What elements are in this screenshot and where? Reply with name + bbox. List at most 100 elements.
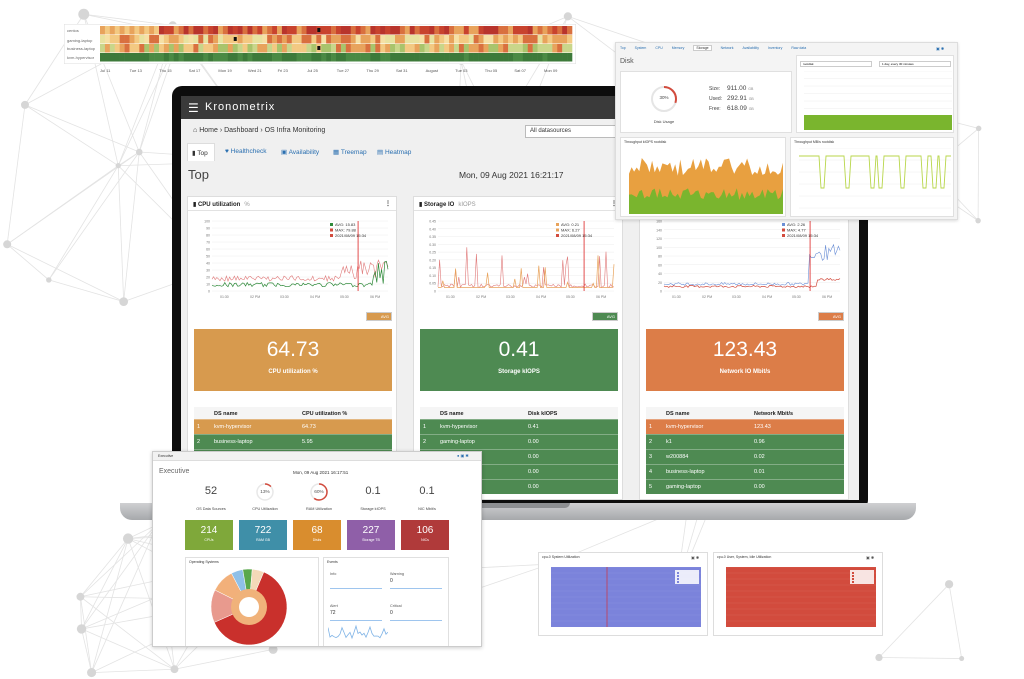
x-tick-label: 06 PM	[596, 295, 606, 299]
disk-stats: Size: 911.00 GB Used: 292.91 GB Free: 618.0…	[709, 85, 754, 112]
breadcrumb-home[interactable]: Home	[199, 127, 218, 134]
row-ds-name: gaming-laptop	[440, 439, 475, 445]
table-row[interactable]: 1 kvm-hypervisor 123.43	[646, 419, 844, 434]
panel-controls-icon[interactable]: ▣ ✱	[866, 555, 875, 560]
column-header-name: DS name	[440, 411, 464, 417]
cpu-user-system-panel: cpu-0 User, System, Idle Utilization ▣ ✱	[713, 552, 883, 636]
y-tick-label: 20	[658, 281, 662, 285]
disk-usage-value: 30%	[659, 95, 669, 100]
throughput-iops-title: Throughput kIOPS rootdisk	[624, 140, 667, 144]
disk-tab-cpu[interactable]: CPU	[655, 46, 663, 50]
event-label: Alert	[330, 604, 338, 608]
timeseries-svg: 160 140 120 100 80 60 40 20 0 01:30 02 PM 03:30 04 P…	[656, 220, 841, 299]
heatmap-x-tick: Jul 25	[307, 68, 318, 73]
disk-tab-storage[interactable]: Storage	[693, 45, 712, 51]
interval-select[interactable]: 1 day, every 30 minutes	[879, 61, 951, 67]
legend-entry: 2021/08/09 15:34	[335, 233, 367, 238]
disk-tab-availability[interactable]: Availability	[742, 46, 759, 50]
breadcrumb-dashboard[interactable]: Dashboard	[224, 127, 259, 134]
inventory-value: 106	[416, 525, 434, 536]
inventory-label: RAM GB	[256, 538, 270, 542]
y-tick-label: 60	[658, 263, 662, 267]
legend-entry: MAX: 79.88	[335, 228, 357, 233]
home-icon: ⌂	[193, 127, 200, 134]
legend-swatch	[782, 223, 785, 226]
avg-toggle[interactable]: AVG	[818, 312, 844, 321]
x-tick-label: 01:30	[446, 295, 455, 299]
legend-swatch	[330, 234, 333, 237]
heatmap-x-tick: Tue 03	[455, 68, 468, 73]
x-tick-label: 02 PM	[476, 295, 486, 299]
inventory-label: CPUs	[204, 538, 214, 542]
tab-treemap[interactable]: ▦ Treemap	[333, 149, 367, 156]
inventory-tile: 214 CPUs	[185, 520, 233, 550]
panel-menu-icon[interactable]: ⋮	[611, 201, 617, 207]
cpu-user-system-chart	[726, 566, 876, 627]
executive-title: Executive	[159, 468, 190, 475]
disk-tab-raw-data[interactable]: Raw data	[791, 46, 807, 50]
panel-menu-icon[interactable]: ⋮	[385, 201, 391, 207]
window-controls-icon[interactable]: ▣ ✱	[936, 46, 945, 51]
kpi-value: 123.43	[712, 338, 778, 361]
panel-controls-icon[interactable]: ▣ ✱	[691, 555, 700, 560]
avg-toggle[interactable]: AVG	[592, 312, 618, 321]
disk-tab-network[interactable]: Network	[720, 46, 734, 50]
event-baseline	[390, 620, 442, 621]
tab-executive[interactable]: Executive	[158, 454, 174, 458]
disk-tab-top[interactable]: Top	[620, 46, 626, 50]
tab-availability[interactable]: ▣ Availability	[281, 149, 320, 156]
inventory-value: 722	[254, 525, 272, 536]
window-controls-icon[interactable]: ● ▣ ✱	[457, 453, 469, 458]
table-row[interactable]: 5 gaming-laptop 0.00	[646, 479, 844, 494]
legend-swatch	[330, 228, 333, 232]
x-tick-label: 02 PM	[250, 295, 260, 299]
row-ds-name: kvm-hypervisor	[214, 424, 252, 430]
disk-tab-memory[interactable]: Memory	[671, 46, 685, 50]
table-row[interactable]: 1 kvm-hypervisor 0.41	[420, 419, 618, 434]
tab-heatmap[interactable]: ▤ Heatmap	[377, 149, 412, 156]
series-line	[437, 247, 615, 289]
panel-unit: %	[244, 202, 250, 208]
executive-tab-bar: Executive ● ▣ ✱	[153, 452, 481, 461]
datasource-select[interactable]: All datasources	[525, 125, 621, 138]
panel-title: CPU utilization	[197, 202, 241, 208]
x-tick-label: 04 PM	[536, 295, 546, 299]
throughput-mbps-card: Throughput MB/s rootdisk	[790, 137, 954, 217]
tab-healthcheck[interactable]: ♥ Healthcheck	[225, 148, 267, 155]
column-header-value: CPU utilization %	[302, 411, 348, 417]
table-row[interactable]: 3 w200884 0.02	[646, 449, 844, 464]
y-tick-label: 0.25	[429, 251, 436, 255]
avg-toggle[interactable]: AVG	[366, 312, 392, 321]
y-tick-label: 10	[206, 283, 210, 287]
table-row[interactable]: 1 kvm-hypervisor 64.73	[194, 419, 392, 434]
table-row[interactable]: 2 gaming-laptop 0.00	[420, 434, 618, 449]
inventory-label: NICs	[421, 538, 429, 542]
disk-tab-system[interactable]: System	[634, 46, 647, 50]
inventory-tile: 227 Storage TB	[347, 520, 395, 550]
row-value: 0.01	[754, 469, 765, 475]
disk-tab-inventory[interactable]: Inventory	[767, 46, 783, 50]
table-row[interactable]: 2 k1 0.96	[646, 434, 844, 449]
kpi-label: Storage kIOPS	[498, 369, 540, 375]
heatmap-x-tick: August	[425, 68, 439, 73]
table-row[interactable]: 4 business-laptop 0.01	[646, 464, 844, 479]
disk-select[interactable]: rootdisk	[800, 61, 872, 67]
x-tick-label: 03:30	[506, 295, 515, 299]
kpi-value: 60%	[314, 490, 324, 495]
inventory-tile: 106 NICs	[401, 520, 449, 550]
table-row[interactable]: 2 business-laptop 5.95	[194, 434, 392, 449]
events-card: Events Info Warning 0 Alert 72 Critical 0	[323, 557, 449, 646]
events-title: Events	[327, 560, 338, 564]
disk-usage-label: Disk Usage	[653, 119, 675, 124]
cpu-system-chart	[551, 566, 701, 627]
legend-entry: 2021/08/09 15:34	[787, 233, 819, 238]
row-ds-name: kvm-hypervisor	[666, 424, 704, 430]
menu-icon[interactable]: ☰	[188, 101, 199, 115]
tab-top[interactable]: ▮ Top	[187, 143, 215, 161]
x-tick-label: 05:30	[792, 295, 801, 299]
y-tick-label: 0.35	[429, 235, 436, 239]
cpu-user-system-title: cpu-0 User, System, Idle Utilization	[717, 555, 772, 559]
availability-heatmap	[64, 24, 576, 64]
x-tick-label: 04 PM	[310, 295, 320, 299]
